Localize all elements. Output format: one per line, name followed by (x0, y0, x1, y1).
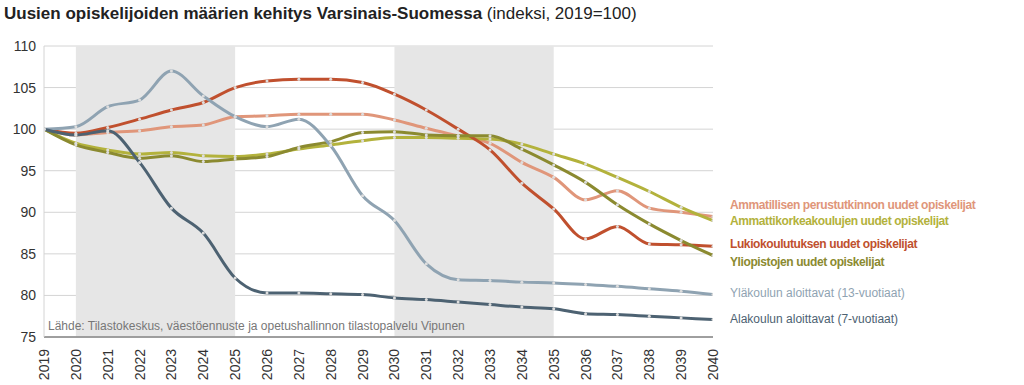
svg-text:2038: 2038 (641, 349, 657, 380)
svg-text:2037: 2037 (609, 349, 625, 380)
html-text:Uusien opiskelijoiden määrien: Uusien opiskelijoiden määrien kehitys Va… (4, 4, 637, 23)
html-text:Lukiokoulutuksen uudet opiskel: Lukiokoulutuksen uudet opiskelijat (730, 237, 918, 251)
svg-text:2034: 2034 (514, 349, 530, 380)
html-text:Yliopistojen uudet opiskelijat: Yliopistojen uudet opiskelijat (730, 255, 884, 269)
svg-text:2028: 2028 (323, 349, 339, 380)
svg-text:2027: 2027 (291, 349, 307, 380)
svg-text:80: 80 (20, 287, 36, 303)
html-text:Alakoulun aloittavat (7-vuotia: Alakoulun aloittavat (7-vuotiaat) (730, 312, 899, 326)
svg-text:2032: 2032 (450, 349, 466, 380)
svg-text:2022: 2022 (132, 349, 148, 380)
svg-text:2029: 2029 (355, 349, 371, 380)
svg-text:2025: 2025 (227, 349, 243, 380)
svg-text:2019: 2019 (36, 349, 52, 380)
svg-text:2023: 2023 (163, 349, 179, 380)
svg-text:90: 90 (20, 204, 36, 220)
svg-text:2020: 2020 (68, 349, 84, 380)
svg-text:75: 75 (20, 329, 36, 345)
svg-text:2031: 2031 (418, 349, 434, 380)
svg-text:2039: 2039 (673, 349, 689, 380)
svg-text:2030: 2030 (386, 349, 402, 380)
svg-text:2026: 2026 (259, 349, 275, 380)
svg-text:2040: 2040 (705, 349, 721, 380)
svg-text:85: 85 (20, 246, 36, 262)
html-text:Yläkoulun aloittavat (13-vuoti: Yläkoulun aloittavat (13-vuotiaat) (730, 286, 905, 300)
svg-text:2021: 2021 (100, 349, 116, 380)
svg-text:2035: 2035 (546, 349, 562, 380)
svg-text:2036: 2036 (578, 349, 594, 380)
svg-text:100: 100 (13, 121, 37, 137)
html-text:Ammattikorkeakoulujen uudet op: Ammattikorkeakoulujen uudet opiskelijat (730, 214, 949, 228)
svg-text:105: 105 (13, 80, 37, 96)
html-text:Lähde: Tilastokeskus, väestöen: Lähde: Tilastokeskus, väestöennuste ja o… (48, 319, 465, 333)
svg-text:110: 110 (14, 38, 37, 54)
svg-text:95: 95 (20, 163, 36, 179)
html-text:Ammatillisen perustutkinnon uu: Ammatillisen perustutkinnon uudet opiske… (730, 198, 976, 212)
svg-text:2033: 2033 (482, 349, 498, 380)
svg-text:2024: 2024 (195, 349, 211, 380)
